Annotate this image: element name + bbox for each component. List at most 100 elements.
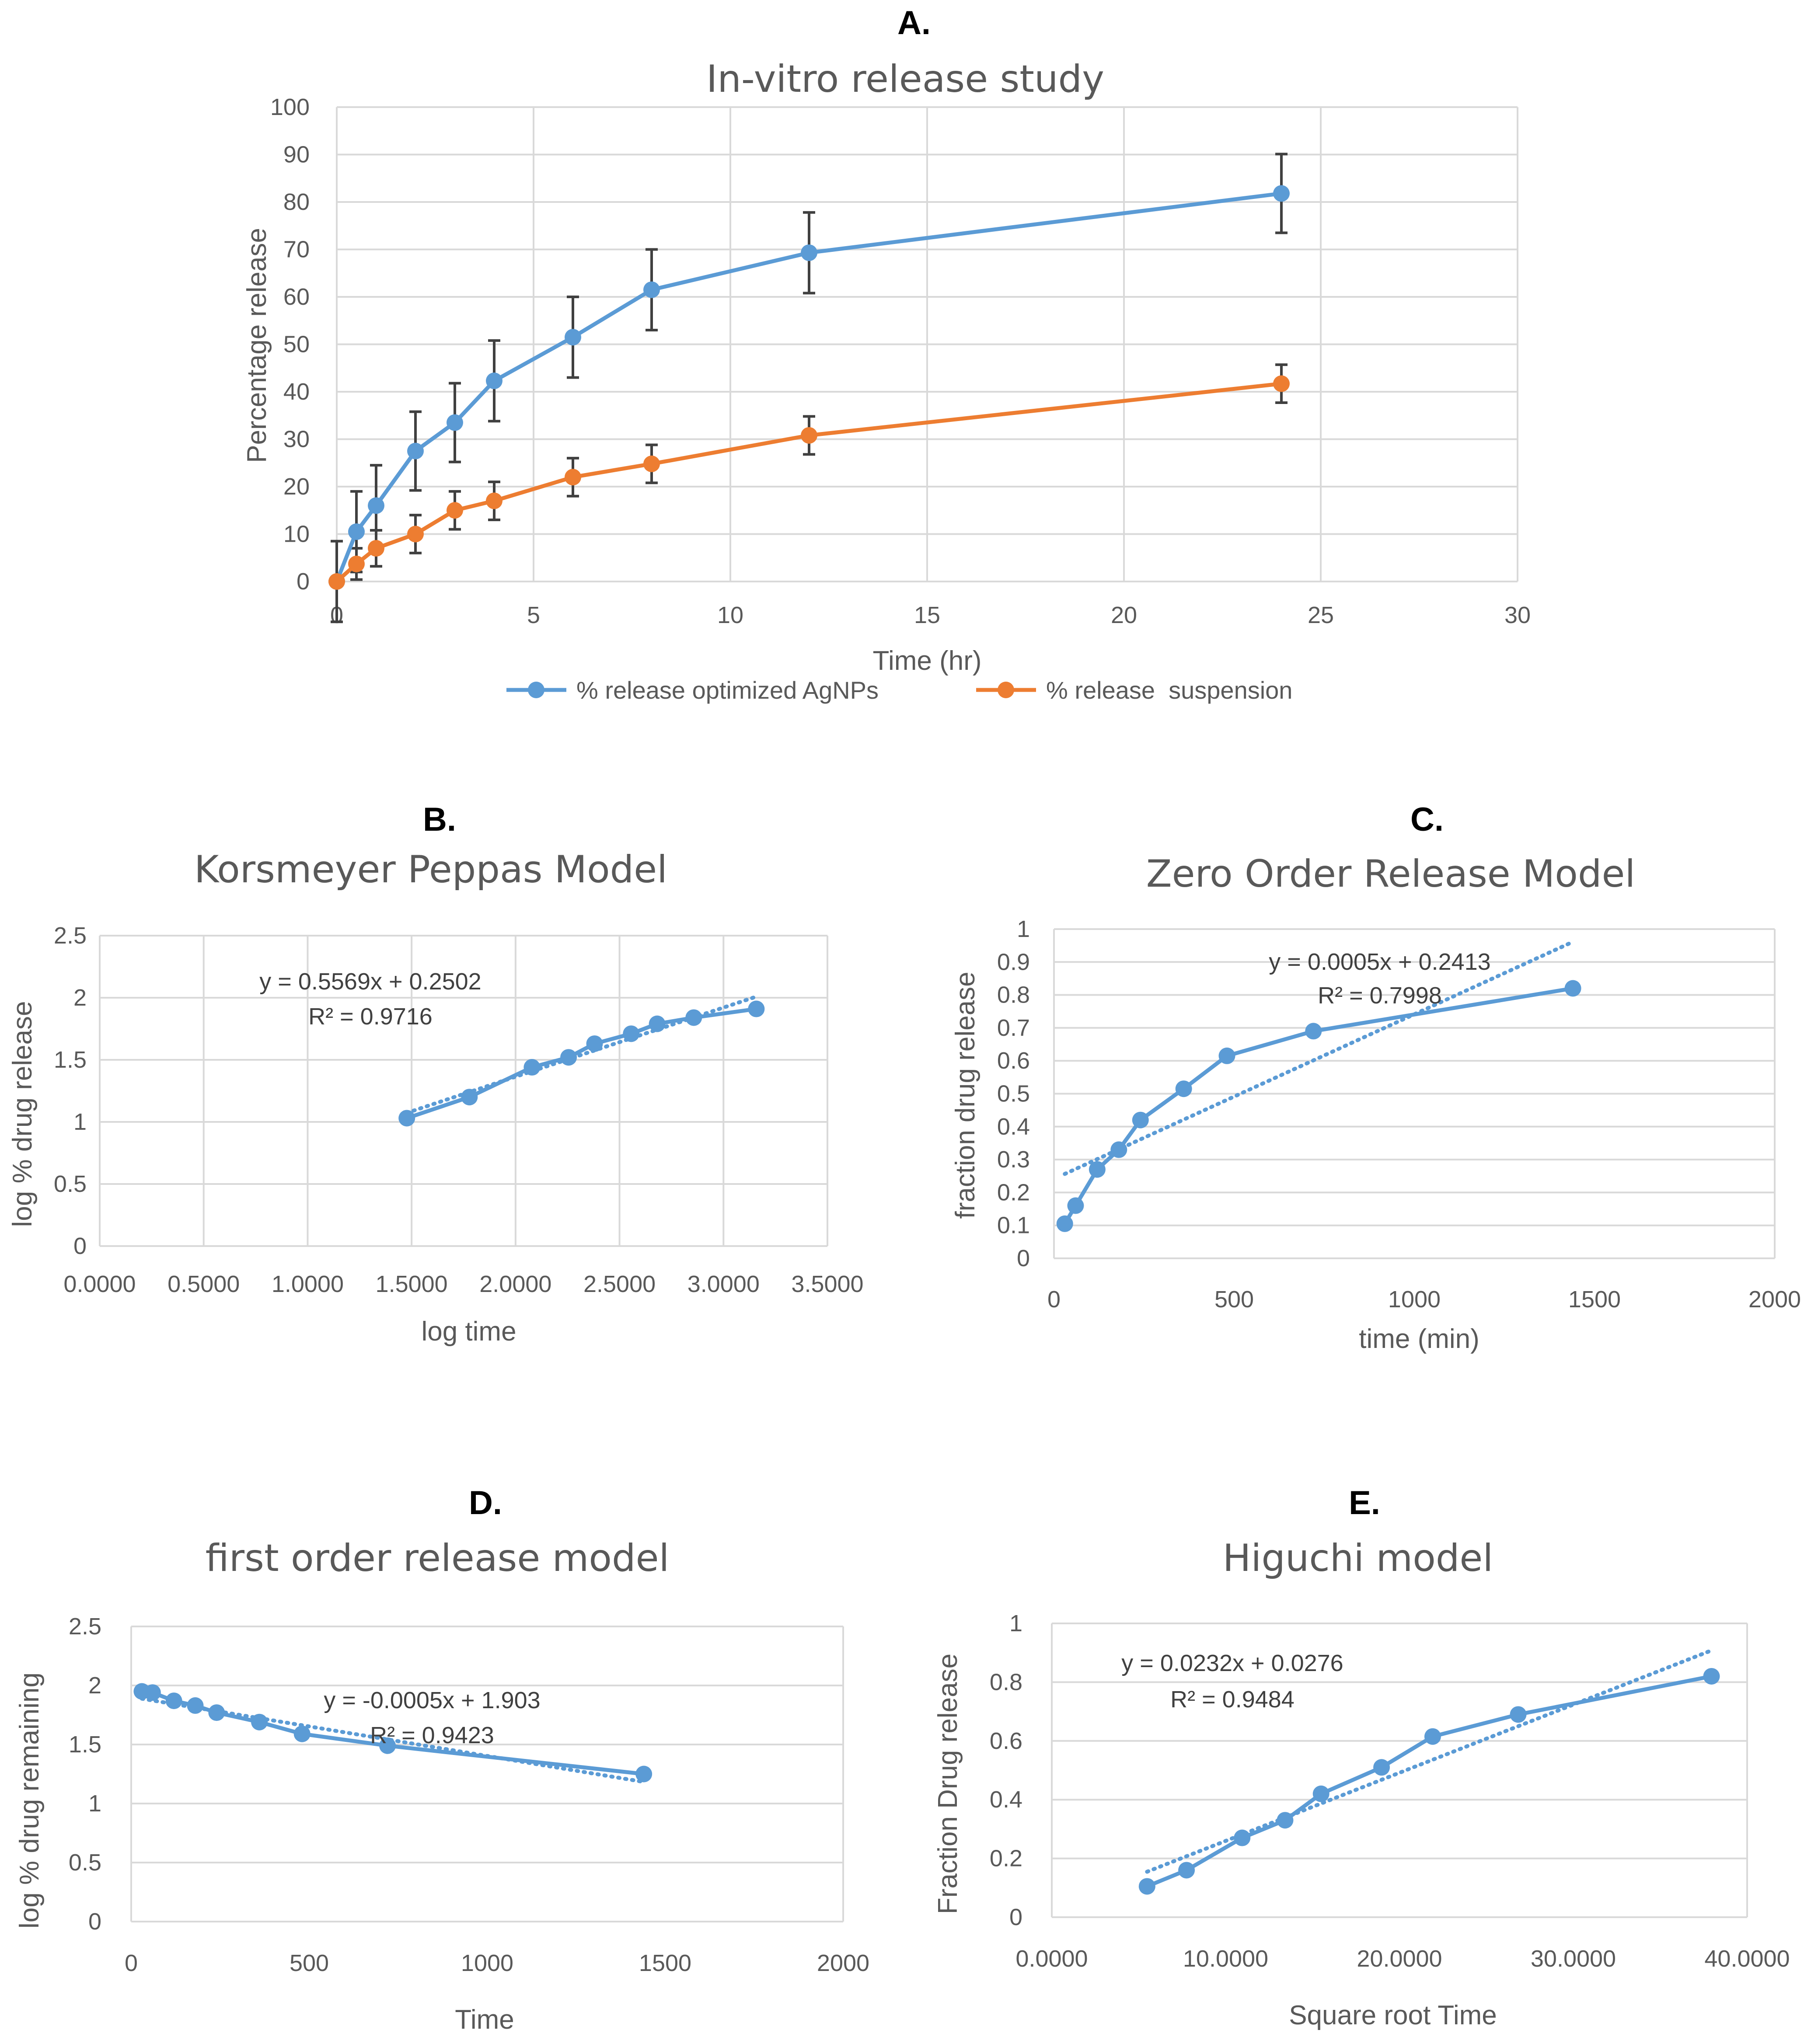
data-point-c-0 xyxy=(1067,1197,1084,1214)
y-tick-label-c: 0.9 xyxy=(997,949,1030,975)
x-tick-label-b: 3.5000 xyxy=(791,1271,863,1297)
trendline-e xyxy=(1145,1648,1714,1874)
x-tick-label-d: 1000 xyxy=(461,1950,513,1976)
x-tick-label-b: 0.5000 xyxy=(167,1271,240,1297)
data-point-a-1 xyxy=(643,455,660,472)
panel-label-c: C. xyxy=(1410,801,1444,838)
y-tick-label-c: 0.1 xyxy=(997,1212,1030,1239)
x-tick-label-b: 2.0000 xyxy=(479,1271,551,1297)
linear-trendline-e xyxy=(1145,1648,1714,1874)
y-tick-label-d: 0.5 xyxy=(69,1849,101,1876)
data-point-a-1 xyxy=(407,526,424,543)
x-tick-label-c: 0 xyxy=(1047,1286,1061,1313)
y-tick-label-a: 90 xyxy=(283,142,310,168)
data-point-b-0 xyxy=(560,1049,577,1066)
data-point-e-0 xyxy=(1703,1668,1720,1685)
series-line-c-0 xyxy=(1063,986,1574,1225)
x-tick-label-a: 25 xyxy=(1308,602,1334,628)
trendline-c xyxy=(1063,940,1575,1176)
y-tick-label-b: 1.5 xyxy=(54,1047,87,1073)
x-tick-label-d: 500 xyxy=(290,1950,329,1976)
data-point-c-0 xyxy=(1305,1023,1322,1040)
trend-equation-e: y = 0.0232x + 0.0276 xyxy=(1121,1650,1343,1676)
data-point-b-0 xyxy=(649,1015,666,1032)
x-tick-label-e: 30.0000 xyxy=(1531,1946,1616,1972)
panel-e-higuchi: E. Higuchi model 0 0.2 0.4 0.6 0.8 1 0.0000 10… xyxy=(933,1484,1790,2030)
y-tick-label-c: 0 xyxy=(1017,1245,1030,1271)
data-point-a-1 xyxy=(1273,375,1290,392)
y-tick-label-d: 1 xyxy=(88,1790,101,1817)
y-tick-labels-e: 0 0.2 0.4 0.6 0.8 1 xyxy=(990,1610,1022,1930)
chart-title-a: In-vitro release study xyxy=(706,57,1104,101)
data-point-e-0 xyxy=(1277,1812,1294,1829)
data-point-d-0 xyxy=(165,1692,182,1710)
trend-equation-c: y = 0.0005x + 0.2413 xyxy=(1269,949,1490,975)
y-axis-title-c: fraction drug release xyxy=(950,972,981,1219)
x-tick-label-b: 1.0000 xyxy=(272,1271,344,1297)
x-axis-title-e: Square root Time xyxy=(1289,2000,1497,2030)
data-point-a-1 xyxy=(447,502,463,519)
x-tick-label-b: 1.5000 xyxy=(376,1271,448,1297)
legend-label-agnps: % release optimized AgNPs xyxy=(576,676,879,704)
x-tick-label-b: 3.0000 xyxy=(687,1271,760,1297)
series-group-e xyxy=(1138,1668,1720,1895)
chart-title-c: Zero Order Release Model xyxy=(1146,852,1636,896)
trend-equation-d: y = -0.0005x + 1.903 xyxy=(324,1687,540,1713)
x-tick-label-a: 5 xyxy=(527,602,540,628)
gridlines-b xyxy=(99,935,828,1247)
x-axis-title-d: Time xyxy=(455,2005,514,2035)
chart-title-b: Korsmeyer Peppas Model xyxy=(194,848,667,891)
y-tick-labels-c: 0 0.1 0.2 0.3 0.4 0.5 0.6 0.7 0.8 0.9 1 xyxy=(997,916,1030,1271)
x-tick-label-e: 10.0000 xyxy=(1183,1946,1268,1972)
x-tick-labels-c: 0 500 1000 1500 2000 xyxy=(1047,1286,1801,1313)
y-tick-label-d: 2 xyxy=(88,1672,101,1699)
x-tick-label-a: 30 xyxy=(1504,602,1531,628)
data-point-b-0 xyxy=(748,1000,765,1017)
x-tick-labels-b: 0.0000 0.5000 1.0000 1.5000 2.0000 2.5000 3.00… xyxy=(63,1271,863,1297)
x-tick-label-e: 20.0000 xyxy=(1357,1946,1442,1972)
y-tick-label-c: 0.7 xyxy=(997,1015,1030,1041)
data-point-b-0 xyxy=(523,1059,541,1076)
data-point-a-0 xyxy=(643,281,660,298)
data-point-e-0 xyxy=(1373,1759,1390,1776)
panel-label-b: B. xyxy=(423,801,456,838)
y-tick-label-a: 20 xyxy=(283,474,310,500)
data-point-e-0 xyxy=(1424,1728,1441,1745)
panel-label-d: D. xyxy=(469,1484,502,1522)
x-axis-title-c: time (min) xyxy=(1359,1324,1480,1354)
data-point-a-0 xyxy=(1273,185,1290,202)
y-tick-label-c: 0.8 xyxy=(997,982,1030,1008)
series-group-b xyxy=(398,1000,765,1127)
y-tick-label-b: 2 xyxy=(73,985,87,1011)
x-tick-label-d: 2000 xyxy=(817,1950,869,1976)
x-tick-labels-d: 0 500 1000 1500 2000 xyxy=(125,1950,869,1976)
data-point-e-0 xyxy=(1312,1785,1329,1802)
data-point-c-0 xyxy=(1056,1215,1073,1232)
legend-marker-agnps xyxy=(528,682,544,698)
panel-label-e: E. xyxy=(1349,1484,1380,1522)
trend-r2-e: R² = 0.9484 xyxy=(1170,1686,1295,1713)
data-point-a-0 xyxy=(407,442,424,460)
y-tick-label-e: 0.8 xyxy=(990,1669,1022,1695)
y-tick-label-b: 1 xyxy=(73,1109,87,1135)
y-tick-label-c: 0.5 xyxy=(997,1081,1030,1107)
panel-label-a: A. xyxy=(897,4,931,42)
data-point-e-0 xyxy=(1178,1862,1195,1879)
linear-trendline-b xyxy=(405,994,758,1115)
x-tick-label-b: 0.0000 xyxy=(63,1271,136,1297)
data-point-a-0 xyxy=(486,373,502,390)
y-tick-labels-d: 0 0.5 1 1.5 2 2.5 xyxy=(69,1613,101,1935)
x-tick-label-c: 2000 xyxy=(1748,1286,1801,1313)
y-tick-label-c: 1 xyxy=(1017,916,1030,942)
data-point-b-0 xyxy=(461,1089,478,1106)
data-point-c-0 xyxy=(1564,980,1581,997)
y-tick-label-e: 0 xyxy=(1009,1904,1022,1930)
series-line-a-0 xyxy=(335,192,1282,582)
y-tick-label-d: 2.5 xyxy=(69,1613,101,1640)
data-point-a-1 xyxy=(801,427,817,444)
series-line-b-0 xyxy=(406,1007,757,1120)
trend-r2-c: R² = 0.7998 xyxy=(1318,982,1442,1009)
y-tick-label-a: 30 xyxy=(283,426,310,453)
